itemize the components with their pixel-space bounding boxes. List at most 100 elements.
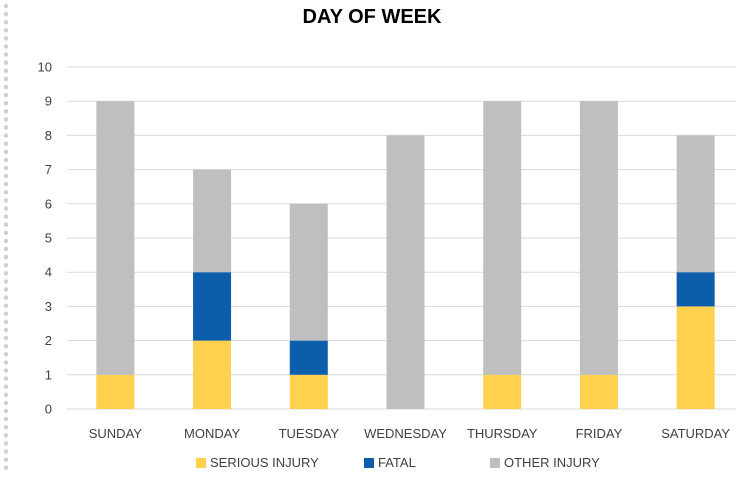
x-tick-label: FRIDAY (576, 426, 623, 441)
legend-label: FATAL (378, 455, 416, 470)
y-tick-label: 7 (45, 162, 52, 177)
y-tick-label: 4 (45, 265, 52, 280)
border-dot (3, 3, 9, 9)
border-dot (3, 408, 9, 414)
border-dot (3, 92, 9, 98)
y-axis-ticks: 0 1 2 3 4 5 6 7 8 9 10 (38, 60, 52, 417)
border-dot (3, 84, 9, 90)
border-dot (3, 303, 9, 308)
bar-segment (676, 306, 715, 409)
bar-segment (193, 272, 232, 341)
border-dot (3, 141, 9, 146)
legend-label: SERIOUS INJURY (210, 455, 319, 470)
bar-segment (579, 101, 618, 375)
border-dot (3, 117, 9, 122)
border-dot (3, 206, 9, 211)
border-dot (3, 295, 9, 300)
border-dot (3, 392, 9, 397)
border-dot (3, 101, 9, 106)
border-dot (3, 344, 9, 349)
border-dot (3, 52, 9, 57)
border-dot (3, 416, 9, 422)
bar-segment (193, 169, 232, 273)
x-tick-label: MONDAY (184, 426, 240, 441)
bar-segment (289, 203, 328, 341)
border-dot (3, 109, 9, 114)
border-dot (3, 149, 9, 154)
border-dot (3, 319, 9, 325)
border-dot (3, 465, 9, 470)
bar-segment (483, 374, 522, 409)
chart-title: DAY OF WEEK (302, 6, 442, 28)
x-tick-label: SATURDAY (661, 426, 730, 441)
border-dot (3, 157, 9, 163)
y-tick-label: 9 (45, 94, 52, 109)
bar-segment (676, 272, 715, 307)
y-tick-label: 2 (45, 333, 52, 348)
border-dot (3, 425, 9, 430)
border-dot (3, 271, 9, 276)
border-dot (3, 433, 9, 438)
border-dot (3, 400, 9, 406)
border-dot (3, 20, 9, 25)
border-dot (3, 311, 9, 316)
x-tick-label: SUNDAY (89, 426, 143, 441)
border-dot (3, 376, 9, 381)
border-dot (3, 60, 9, 65)
border-dot (3, 368, 9, 373)
border-dot (3, 190, 9, 195)
y-tick-label: 5 (45, 231, 52, 246)
legend-swatch (364, 457, 374, 468)
border-dot (3, 68, 9, 74)
y-tick-label: 6 (45, 196, 52, 211)
border-dot (3, 173, 9, 179)
border-dot (3, 76, 9, 82)
border-dot (3, 335, 9, 341)
x-tick-label: WEDNESDAY (364, 426, 447, 441)
border-dot (3, 287, 9, 292)
x-axis-ticks: SUNDAY MONDAY TUESDAY WEDNESDAY THURSDAY FRID… (89, 426, 731, 441)
border-dot (3, 384, 9, 389)
border-dot (3, 222, 9, 227)
bar-segment (193, 340, 232, 409)
legend-item: OTHER INJURY (490, 455, 600, 470)
border-dot (3, 28, 9, 33)
y-tick-label: 10 (38, 60, 52, 75)
border-dot (3, 279, 9, 284)
border-dot (3, 457, 9, 462)
bar-segment (289, 374, 328, 409)
legend-item: FATAL (364, 455, 416, 470)
legend: SERIOUS INJURY FATAL OTHER INJURY (0, 455, 744, 473)
border-dot (3, 36, 9, 41)
x-tick-label: THURSDAY (467, 426, 538, 441)
legend-swatch (196, 457, 206, 468)
bar-segment (96, 101, 135, 375)
border-dot (3, 44, 9, 49)
bar-segment (483, 101, 522, 375)
border-dot (3, 263, 9, 268)
bar-segment (676, 135, 715, 273)
bars (96, 101, 715, 409)
border-dot (3, 165, 9, 171)
y-tick-label: 0 (45, 402, 52, 417)
legend-item: SERIOUS INJURY (196, 455, 319, 470)
border-dot (3, 214, 9, 219)
border-dot (3, 352, 9, 357)
border-dot (3, 327, 9, 333)
border-dots-decoration (3, 3, 9, 470)
bar-segment (289, 340, 328, 375)
border-dot (3, 246, 9, 252)
border-dot (3, 11, 9, 17)
bar-segment (386, 135, 425, 409)
y-tick-label: 8 (45, 128, 52, 143)
border-dot (3, 238, 9, 244)
border-dot (3, 449, 9, 454)
border-dot (3, 182, 9, 187)
border-dot (3, 360, 9, 365)
bar-segment (96, 374, 135, 409)
border-dot (3, 198, 9, 203)
x-tick-label: TUESDAY (279, 426, 340, 441)
y-tick-label: 3 (45, 299, 52, 314)
